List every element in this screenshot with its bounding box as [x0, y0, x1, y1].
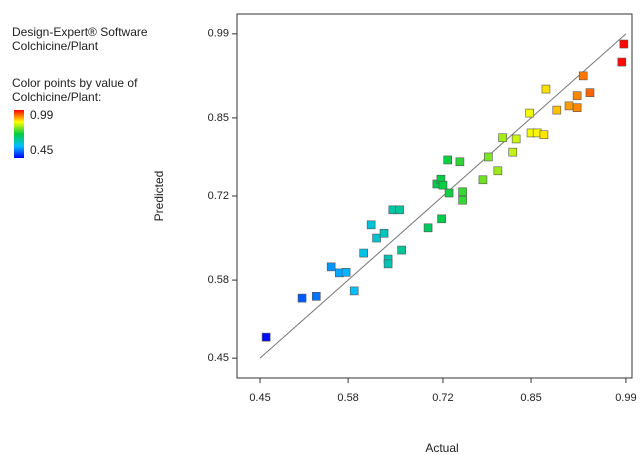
color-bar — [14, 110, 24, 158]
plot-frame — [236, 13, 633, 379]
x-tick-label: 0.72 — [432, 392, 453, 404]
info-line: Colchicine/Plant — [12, 39, 99, 53]
data-point — [572, 103, 582, 113]
legend-title: Color points by value of — [12, 76, 138, 90]
data-point — [397, 245, 406, 255]
data-point — [578, 71, 588, 81]
data-point — [341, 267, 351, 277]
legend-title: Colchicine/Plant: — [12, 90, 101, 104]
data-point — [498, 133, 507, 143]
y-tick-label: 0.58 — [208, 274, 229, 286]
data-point — [444, 188, 454, 198]
data-point — [443, 155, 453, 165]
y-tick-label: 0.85 — [208, 112, 229, 124]
y-axis-title: Predicted — [152, 171, 166, 222]
data-point — [458, 195, 467, 205]
data-point — [437, 214, 446, 224]
x-tick-label: 0.85 — [520, 392, 541, 404]
x-tick-label: 0.45 — [249, 392, 270, 404]
data-point — [493, 166, 503, 176]
data-point — [379, 228, 389, 238]
data-point — [359, 248, 368, 258]
data-point — [539, 130, 549, 140]
data-point — [617, 57, 627, 67]
data-point — [311, 292, 321, 301]
data-point — [372, 233, 381, 243]
fit-line — [259, 33, 627, 359]
data-point — [458, 187, 467, 197]
legend-high: 0.99 — [30, 108, 54, 122]
data-point — [366, 220, 376, 230]
data-point — [455, 157, 465, 167]
x-tick-label: 0.58 — [337, 392, 358, 404]
info-line: Design-Expert® Software — [12, 25, 148, 39]
legend-low: 0.45 — [30, 143, 54, 157]
data-point — [525, 108, 534, 118]
data-point — [511, 134, 521, 144]
data-point — [438, 180, 448, 190]
data-point — [261, 332, 271, 342]
x-tick-label: 0.99 — [615, 392, 636, 404]
data-point — [585, 88, 595, 97]
data-point — [552, 105, 562, 115]
data-point — [297, 293, 307, 303]
data-point — [349, 286, 359, 296]
data-point — [541, 84, 551, 94]
data-point — [572, 91, 582, 100]
data-point — [484, 152, 493, 162]
data-point — [383, 259, 393, 269]
data-point — [508, 147, 518, 157]
y-tick-label: 0.99 — [208, 28, 229, 40]
y-tick-label: 0.45 — [208, 352, 229, 364]
data-point — [478, 175, 488, 185]
y-tick-label: 0.72 — [208, 190, 229, 202]
data-point — [423, 223, 433, 233]
data-point — [564, 101, 574, 111]
x-axis-title: Actual — [425, 441, 458, 455]
data-point — [619, 39, 629, 49]
data-point — [326, 262, 336, 272]
data-point — [395, 205, 404, 215]
